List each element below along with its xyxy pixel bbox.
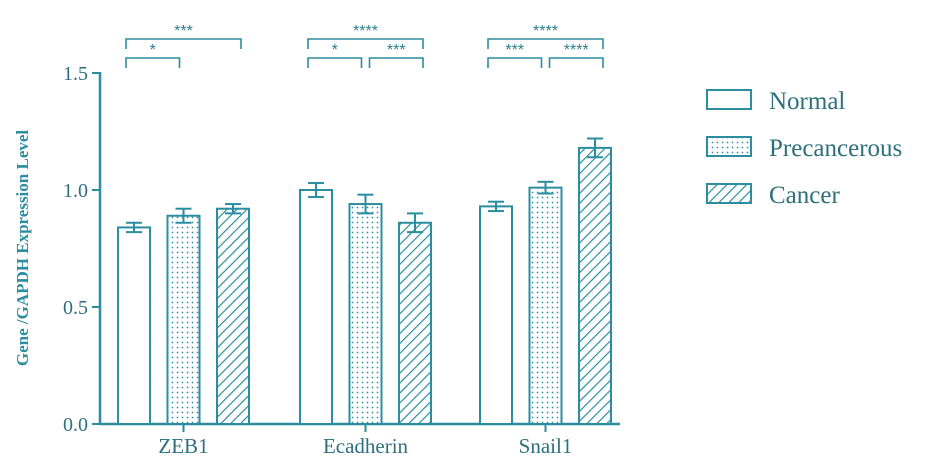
y-tick-label: 1.5 (63, 63, 88, 85)
significance-label: **** (564, 42, 589, 59)
significance-bracket (125, 38, 242, 49)
significance-bracket (487, 57, 543, 68)
significance-bracket (368, 57, 424, 68)
significance-label: *** (387, 42, 406, 59)
legend-label: Cancer (769, 182, 840, 209)
significance-label: *** (505, 42, 524, 59)
legend-label: Precancerous (769, 135, 902, 162)
significance-bracket (487, 38, 604, 49)
significance-label: *** (174, 23, 193, 40)
bar (166, 214, 201, 425)
bar (528, 186, 563, 425)
significance-label: * (332, 42, 338, 59)
x-tick-label: Snail1 (519, 434, 573, 458)
legend-swatch (706, 136, 752, 157)
y-tick-label: 1.0 (63, 180, 88, 202)
bar (299, 189, 333, 425)
y-axis-label: Gene /GAPDH Expression Level (13, 130, 32, 367)
y-tick-label: 0.5 (63, 297, 88, 319)
x-tick-label: Ecadherin (323, 434, 409, 458)
legend-label: Normal (769, 88, 845, 115)
significance-label: **** (353, 23, 378, 40)
bar (348, 203, 383, 425)
significance-brackets: ***** ********** ******** (125, 23, 604, 68)
x-tick-label: ZEB1 (158, 434, 208, 458)
bar (479, 205, 513, 425)
significance-label: * (150, 42, 156, 59)
significance-label: **** (533, 23, 558, 40)
significance-bracket (548, 57, 604, 68)
significance-bracket (125, 57, 181, 68)
significance-bracket (307, 57, 363, 68)
y-tick-label: 0.0 (63, 414, 88, 436)
legend-swatch (706, 183, 752, 204)
bar (578, 146, 612, 425)
bar (398, 221, 432, 425)
significance-bracket (307, 38, 424, 49)
bars (117, 137, 612, 425)
legend: Normal Precancerous Cancer (706, 88, 902, 209)
legend-swatch (706, 89, 752, 110)
bar (117, 226, 151, 425)
bar (216, 207, 250, 425)
